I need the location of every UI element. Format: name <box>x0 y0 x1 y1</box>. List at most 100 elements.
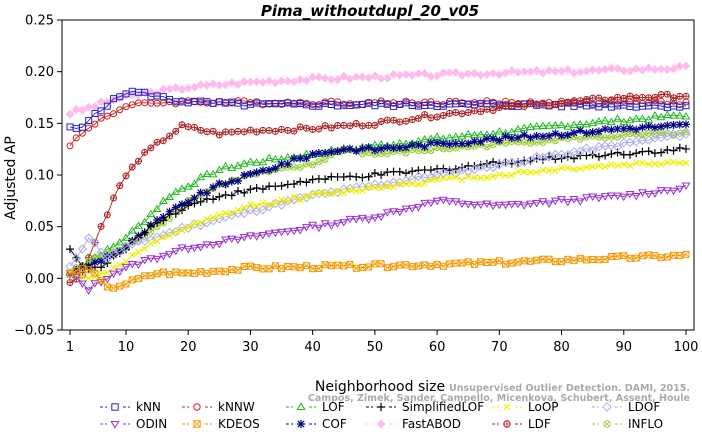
data-point <box>588 118 598 127</box>
data-point <box>613 148 622 157</box>
data-point <box>327 124 335 132</box>
data-point <box>115 237 125 246</box>
data-point <box>177 244 187 252</box>
data-point <box>203 269 211 277</box>
data-point <box>557 131 566 140</box>
data-point <box>408 116 416 124</box>
legend-item-kdeos: KDEOS <box>182 417 260 431</box>
data-point <box>66 245 74 254</box>
data-point <box>327 148 336 157</box>
data-point <box>432 132 442 140</box>
data-point <box>382 209 392 217</box>
data-point <box>290 180 298 189</box>
data-point <box>626 162 634 170</box>
data-point <box>346 185 354 193</box>
plot-area <box>65 61 691 295</box>
data-point <box>527 168 534 176</box>
data-point <box>613 114 623 122</box>
data-point <box>364 216 374 224</box>
data-point <box>270 154 280 163</box>
data-point <box>196 188 205 197</box>
data-point <box>283 228 293 236</box>
data-point <box>675 143 684 152</box>
data-point <box>77 280 87 288</box>
data-point <box>426 199 436 208</box>
data-point <box>632 159 640 167</box>
data-point <box>607 125 616 134</box>
data-point <box>502 102 510 110</box>
data-point <box>421 111 429 119</box>
data-point <box>140 228 149 237</box>
data-point <box>606 63 616 73</box>
data-point <box>489 157 498 166</box>
data-point <box>519 123 529 132</box>
data-point <box>264 230 274 238</box>
data-point <box>128 101 136 109</box>
data-point <box>191 219 198 227</box>
data-point <box>214 80 224 90</box>
data-point <box>588 65 598 75</box>
data-point <box>283 159 292 168</box>
data-point <box>402 143 410 152</box>
data-point <box>612 142 623 152</box>
data-point <box>532 131 541 140</box>
data-point <box>469 164 480 175</box>
data-point <box>83 233 94 243</box>
data-point <box>414 69 423 78</box>
data-point <box>644 63 654 73</box>
legend-item-knn: kNN <box>100 400 161 414</box>
data-point <box>158 84 168 94</box>
data-point <box>277 181 286 190</box>
data-point <box>135 248 142 256</box>
data-point <box>239 233 249 242</box>
data-point <box>488 68 498 78</box>
data-point <box>321 189 329 197</box>
data-point <box>451 198 461 206</box>
data-point <box>283 152 293 161</box>
legend-item-loop: LoOP <box>492 400 559 414</box>
data-point <box>638 65 647 75</box>
data-point <box>601 163 609 171</box>
data-point <box>427 147 435 155</box>
legend-item-odin: ODIN <box>100 417 167 431</box>
data-point <box>488 202 498 211</box>
legend-label: LoOP <box>528 400 559 414</box>
data-point <box>271 262 279 270</box>
data-point <box>545 166 553 174</box>
data-point <box>277 76 286 86</box>
data-point <box>675 61 685 71</box>
data-point <box>644 122 653 131</box>
data-point <box>464 173 472 180</box>
data-point <box>258 205 268 215</box>
data-point <box>421 179 429 187</box>
data-point <box>501 68 510 78</box>
legend-label: LOF <box>322 400 345 414</box>
data-point <box>557 120 567 129</box>
data-point <box>650 123 659 132</box>
data-point <box>682 159 690 167</box>
data-point <box>90 258 99 267</box>
data-point <box>637 114 647 122</box>
data-point <box>514 168 522 176</box>
data-point <box>482 134 491 143</box>
data-point <box>326 75 336 85</box>
data-point <box>606 192 616 200</box>
data-point <box>96 97 106 107</box>
data-point <box>520 168 528 176</box>
series-knn <box>66 87 690 132</box>
data-point <box>551 129 560 138</box>
data-point <box>302 124 310 132</box>
data-point <box>632 125 641 134</box>
data-point <box>463 201 473 209</box>
data-point <box>451 169 461 179</box>
data-point <box>183 223 193 233</box>
data-point <box>682 102 690 110</box>
data-point <box>122 280 130 288</box>
data-point <box>133 221 143 229</box>
data-point <box>401 205 411 214</box>
data-point <box>184 123 192 131</box>
data-point <box>477 174 485 182</box>
legend-label: SimplifiedLOF <box>402 400 484 414</box>
data-point <box>308 72 318 82</box>
legend-item-fastabod: FastABOD <box>366 417 461 431</box>
